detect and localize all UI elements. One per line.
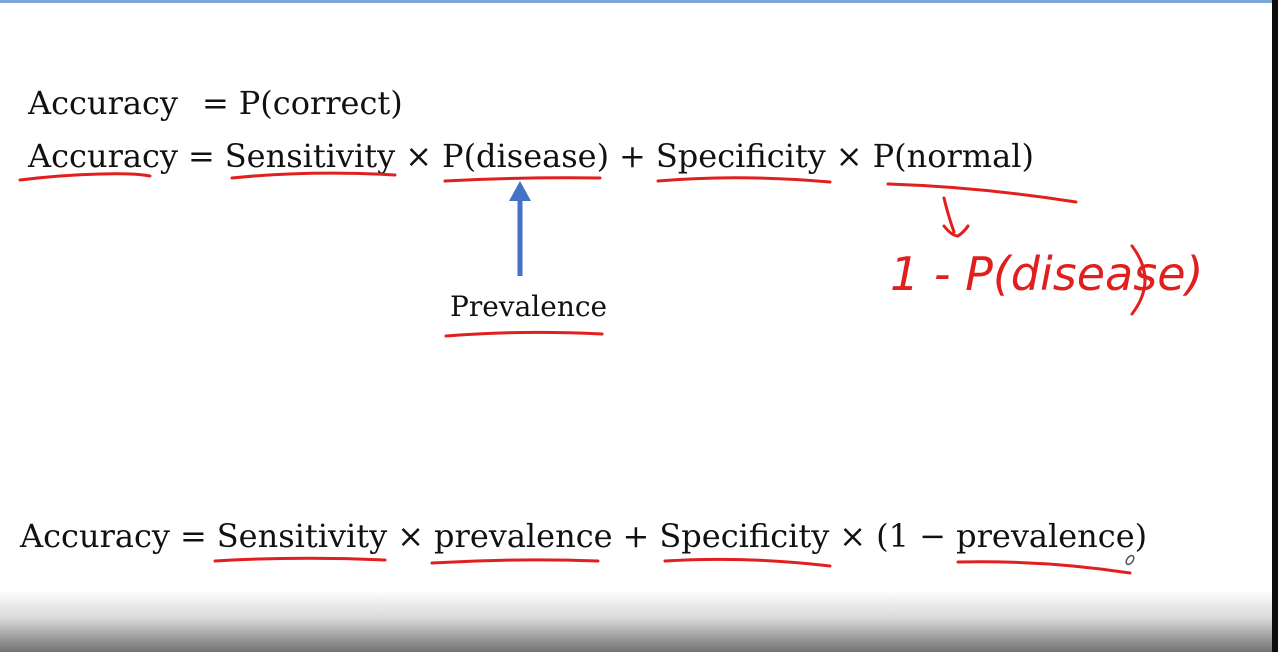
handwritten-note: 1 - P(disease): [890, 247, 1203, 301]
underline-p-normal: [886, 182, 1078, 204]
eq3-prevalence-1: prevalence: [434, 517, 613, 555]
eq2-p-disease: P(disease): [442, 137, 610, 175]
eq3-times-2: ×: [839, 517, 867, 555]
eq2-p-normal: P(normal): [872, 137, 1034, 175]
underline-prevalence-label: [444, 330, 604, 338]
eq3-prevalence-2: prevalence: [956, 517, 1135, 555]
underline-eq3-specificity: [663, 557, 832, 568]
eq2-plus: +: [619, 137, 646, 175]
underline-p-disease: [443, 176, 602, 183]
eq3-specificity: Specificity: [659, 517, 830, 555]
equation-accuracy-expanded: Accuracy = Sensitivity × P(disease) + Specific…: [28, 136, 1034, 176]
note-closing-bracket: [1130, 244, 1147, 316]
eq2-lhs: Accuracy: [28, 137, 178, 175]
underline-eq3-sensitivity: [213, 556, 387, 563]
eq3-equals: =: [179, 517, 207, 555]
eq3-paren-close: ): [1134, 517, 1148, 555]
underline-eq3-prevalence-2: [956, 560, 1132, 575]
right-frame-edge: [1272, 0, 1278, 652]
top-border: [0, 0, 1278, 3]
eq3-times-1: ×: [397, 517, 425, 555]
underline-specificity: [656, 176, 832, 184]
eq1-rhs: P(correct): [238, 84, 403, 122]
underline-eq3-prevalence-1: [430, 558, 600, 565]
equation-accuracy-prevalence: Accuracy = Sensitivity × prevalence + Specific…: [20, 516, 1147, 556]
prevalence-label: Prevalence: [450, 290, 608, 323]
eq2-specificity: Specificity: [655, 137, 826, 175]
red-down-arrow-icon: [942, 196, 970, 238]
equation-accuracy-definition: Accuracy = P(correct): [28, 83, 403, 123]
eq1-equals: =: [201, 84, 229, 122]
eq2-times-2: ×: [835, 137, 863, 175]
blue-arrow-up-icon: [509, 181, 531, 201]
eq2-times-1: ×: [405, 137, 433, 175]
eq1-lhs: Accuracy: [28, 84, 178, 122]
eq2-equals: =: [187, 137, 215, 175]
bottom-shadow: [0, 590, 1272, 652]
eq3-lhs: Accuracy: [20, 517, 170, 555]
eq2-sensitivity: Sensitivity: [224, 137, 396, 175]
eq3-paren-open: (1 −: [876, 517, 946, 555]
eq3-sensitivity: Sensitivity: [216, 517, 388, 555]
eq3-plus: +: [622, 517, 650, 555]
